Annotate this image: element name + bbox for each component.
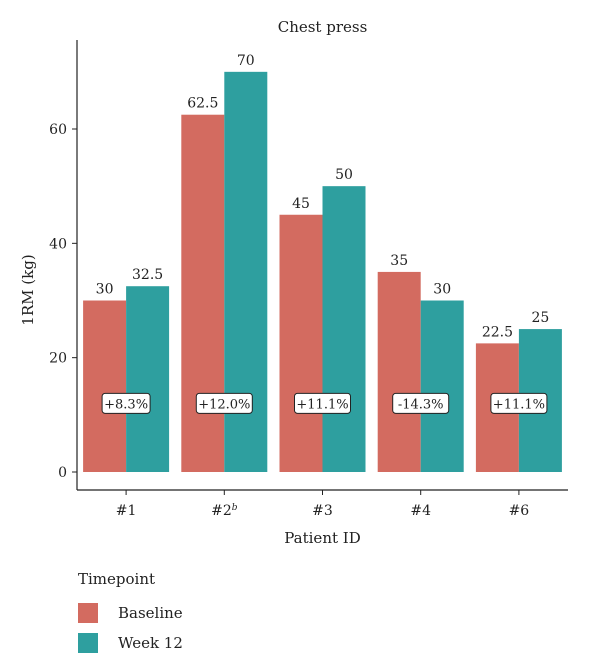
y-tick-label: 20 (49, 351, 67, 367)
bar-value-label: 32.5 (132, 267, 163, 283)
change-label: -14.3% (398, 397, 444, 412)
bar-week12 (420, 300, 464, 472)
legend-item-week12: Week 12 (78, 628, 183, 658)
change-label-box (294, 392, 351, 414)
bar-value-label: 25 (531, 310, 549, 326)
bar-value-label: 30 (433, 282, 451, 298)
change-label: +11.1% (493, 397, 545, 412)
change-label: +11.1% (296, 397, 348, 412)
y-tick-label: 0 (58, 465, 67, 481)
change-label: +8.3% (104, 397, 148, 412)
x-tick-label: #1 (116, 503, 137, 519)
legend-title: Timepoint (78, 570, 156, 588)
change-label-box (101, 392, 151, 414)
legend-label-baseline: Baseline (118, 604, 183, 622)
change-label: +12.0% (198, 397, 250, 412)
x-tick-label: #6 (509, 503, 530, 519)
chart-title: Chest press (278, 18, 368, 36)
bar-baseline (83, 300, 127, 472)
x-axis-label: Patient ID (284, 529, 360, 547)
y-tick-label: 40 (49, 236, 67, 252)
bar-value-label: 50 (335, 167, 353, 183)
bar-value-label: 22.5 (482, 324, 513, 340)
bar-value-label: 45 (292, 196, 310, 212)
x-tick-superscript: b (232, 503, 238, 513)
x-tick-label: #2b (211, 503, 238, 519)
bar-week12 (322, 186, 366, 472)
bar-chart: Chest press 0 20 40 60 1RM (kg) 30 32.5 +8.3% #1 6… (19, 18, 568, 547)
change-label-box (490, 392, 548, 414)
legend-label-week12: Week 12 (118, 634, 183, 652)
x-tick-label: #3 (312, 503, 333, 519)
x-tick-label: #4 (410, 503, 431, 519)
bar-value-label: 30 (96, 282, 114, 298)
change-label-box (392, 392, 450, 414)
bar-value-label: 35 (390, 253, 408, 269)
bar-baseline (377, 271, 421, 472)
legend-swatch-baseline (78, 603, 98, 623)
y-axis-label: 1RM (kg) (19, 254, 37, 325)
bar-value-label: 70 (237, 53, 255, 69)
change-label-box (195, 392, 253, 414)
bar-value-label: 62.5 (187, 96, 218, 112)
bar-baseline (279, 214, 323, 472)
bar-week12 (126, 286, 170, 472)
y-tick-label: 60 (49, 122, 67, 138)
legend-item-baseline: Baseline (78, 598, 183, 628)
legend-swatch-week12 (78, 633, 98, 653)
bar-baseline (181, 114, 225, 472)
legend: Timepoint Baseline Week 12 (78, 570, 183, 658)
